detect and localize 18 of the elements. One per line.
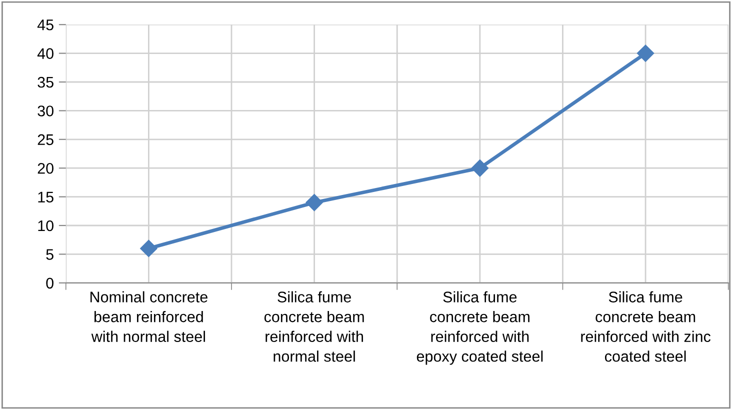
y-tick-label: 0 [46, 278, 54, 289]
x-tick-label: Silica fume concrete beam reinforced with normal steel [264, 291, 364, 362]
y-tick-label: 5 [46, 249, 54, 260]
x-tick-label: Silica fume concrete beam reinforced with epoxy coated steel [416, 291, 543, 365]
point [471, 160, 488, 177]
y-tick-label: 45 [37, 20, 54, 30]
y-tick-label: 25 [38, 134, 54, 146]
x-tick-label: Nominal concrete beam reinforced with normal steel [90, 291, 208, 342]
y-tick-label: 35 [38, 76, 54, 88]
point [306, 194, 323, 212]
y-tick-label: 20 [38, 162, 54, 174]
y-tick-label: 10 [38, 220, 54, 232]
y-tick-label: 30 [38, 106, 54, 116]
y-tick-label: 15 [38, 192, 54, 202]
point [140, 240, 158, 258]
x-tick-label: Silica fume concrete beam reinforced with zinc coated steel [581, 291, 711, 362]
y-tick-label: 40 [37, 48, 54, 59]
point [636, 44, 654, 62]
